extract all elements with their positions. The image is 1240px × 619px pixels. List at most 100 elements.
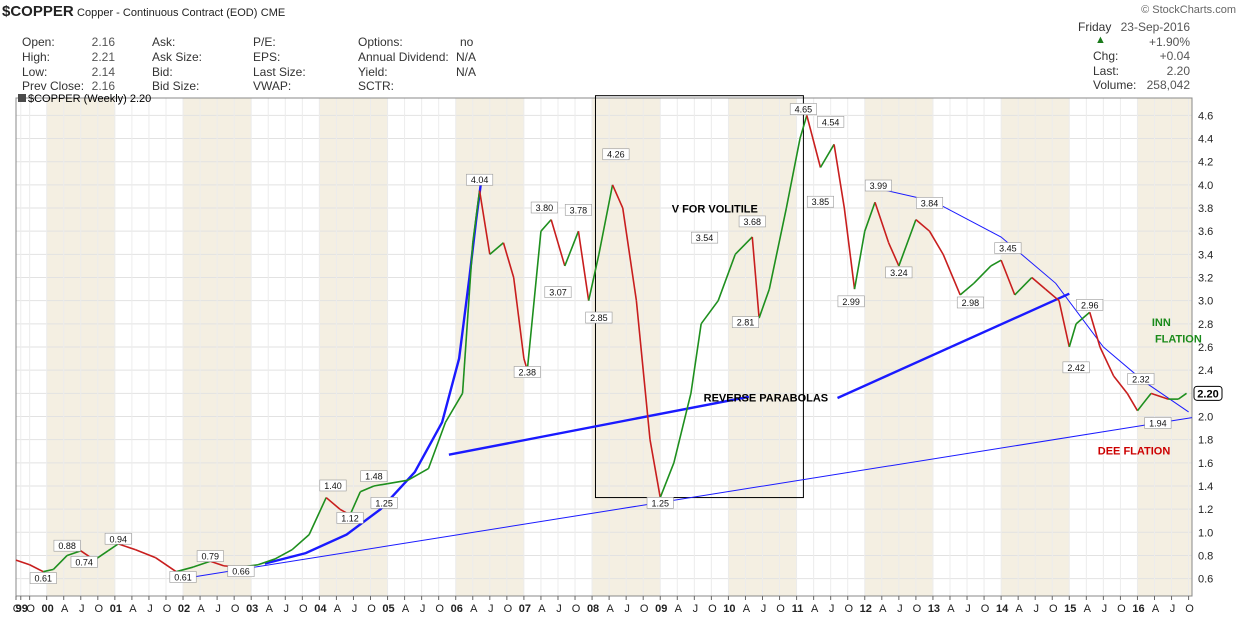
- x-tick-label: J: [147, 603, 153, 615]
- price-label-box: [196, 550, 224, 562]
- price-label-box: [544, 286, 572, 298]
- price-label-box: [731, 316, 759, 328]
- price-label-box: [738, 215, 766, 228]
- price-segment: [359, 485, 375, 493]
- dividend-label: Annual Dividend:: [358, 50, 449, 64]
- price-segment: [540, 219, 552, 232]
- x-tick-label: A: [879, 603, 887, 615]
- price-label-box: [336, 512, 364, 524]
- price-segment: [833, 144, 846, 209]
- x-tick-label: J: [897, 603, 903, 615]
- price-label-box: [169, 571, 197, 583]
- y-tick-label: 3.4: [1198, 249, 1213, 261]
- y-tick-label: 1.2: [1198, 504, 1213, 516]
- price-segment: [690, 323, 702, 394]
- price-segment: [512, 277, 525, 359]
- x-tick-label: J: [488, 603, 494, 615]
- price-segment: [1058, 300, 1071, 348]
- price-segment: [257, 558, 276, 566]
- price-segment: [1150, 392, 1169, 400]
- price-label: 1.40: [324, 481, 342, 491]
- chart-header: $COPPER Copper - Continuous Contract (EO…: [0, 0, 1240, 93]
- options-label: Options:: [358, 35, 403, 49]
- x-tick-label: 08: [587, 603, 599, 615]
- price-label: 0.66: [232, 567, 250, 577]
- x-tick-label: O: [913, 603, 922, 615]
- chg-label: Chg:: [1093, 49, 1119, 63]
- x-tick-label: J: [1102, 603, 1108, 615]
- watermark: © StockCharts.com: [1141, 4, 1236, 16]
- price-label-box: [70, 556, 98, 568]
- y-tick-label: 1.6: [1198, 458, 1213, 470]
- price-segment: [1014, 276, 1033, 296]
- prev-close-label: Prev Close:: [22, 79, 85, 93]
- price-segment: [308, 497, 327, 535]
- price-label-box: [227, 565, 255, 577]
- x-tick-label: 06: [451, 603, 463, 615]
- low-label: Low:: [22, 65, 48, 79]
- x-tick-label: O: [981, 603, 990, 615]
- x-tick-label: 10: [723, 603, 735, 615]
- price-label: 0.74: [75, 557, 93, 567]
- price-segment: [526, 231, 542, 371]
- price-label-box: [319, 479, 347, 492]
- x-tick-label: O: [1185, 603, 1194, 615]
- y-tick-label: 3.2: [1198, 273, 1213, 285]
- x-tick-label: O: [299, 603, 308, 615]
- x-tick-label: O: [844, 603, 853, 615]
- x-tick-label: 09: [655, 603, 667, 615]
- price-segment: [673, 393, 692, 464]
- price-label-box: [530, 201, 558, 214]
- last-value: 2.20: [1166, 64, 1190, 78]
- price-label: 0.61: [174, 572, 192, 582]
- price-segment: [806, 115, 822, 168]
- price-segment: [373, 482, 388, 487]
- annotation-text: V FOR VOLITILE: [672, 204, 758, 216]
- price-label: 3.45: [999, 244, 1017, 254]
- bid-label: Bid:: [152, 65, 173, 79]
- y-tick-label: 3.8: [1198, 203, 1213, 215]
- price-segment: [407, 467, 429, 481]
- trendline-reverse-parabola-1: [448, 395, 750, 456]
- legend-title: $COPPER (Weekly) 2.20: [28, 93, 151, 105]
- x-tick-label: O: [504, 603, 513, 615]
- x-tick-label: A: [743, 603, 751, 615]
- x-tick-label: 12: [860, 603, 872, 615]
- price-label: 0.79: [202, 552, 220, 562]
- price-segment: [1177, 392, 1188, 400]
- y-tick-label: 0.8: [1198, 550, 1213, 562]
- price-segment: [564, 230, 580, 267]
- price-label-box: [1127, 373, 1155, 385]
- price-segment: [990, 259, 1002, 267]
- price-segment: [928, 230, 944, 255]
- price-label-box: [104, 532, 132, 545]
- last-value-text: 2.20: [1197, 388, 1218, 400]
- price-segment: [325, 496, 341, 510]
- x-tick-label: J: [352, 603, 358, 615]
- price-segment: [155, 557, 177, 573]
- x-tick-label: A: [129, 603, 137, 615]
- x-tick-label: A: [1015, 603, 1023, 615]
- x-tick-label: J: [829, 603, 835, 615]
- price-label: 2.42: [1067, 363, 1085, 373]
- quote-day: Friday: [1078, 20, 1112, 34]
- price-label: 1.48: [365, 472, 383, 482]
- price-segment: [887, 242, 900, 267]
- trendline-support: [182, 417, 1193, 580]
- x-tick-label: 00: [42, 603, 54, 615]
- x-tick-label: 16: [1132, 603, 1144, 615]
- x-tick-label: O: [572, 603, 581, 615]
- x-tick-label: 05: [382, 603, 394, 615]
- x-tick-label: 01: [110, 603, 122, 615]
- volume-label: Volume:: [1093, 78, 1137, 92]
- price-segment: [621, 207, 638, 301]
- open-value: 2.16: [91, 35, 115, 49]
- price-segment: [959, 282, 975, 296]
- price-label-box: [370, 497, 398, 509]
- y-tick-label: 1.8: [1198, 435, 1213, 447]
- x-tick-label: O: [1117, 603, 1126, 615]
- yield-value: N/A: [456, 65, 477, 79]
- price-label: 1.25: [651, 498, 669, 508]
- price-segment: [843, 207, 856, 290]
